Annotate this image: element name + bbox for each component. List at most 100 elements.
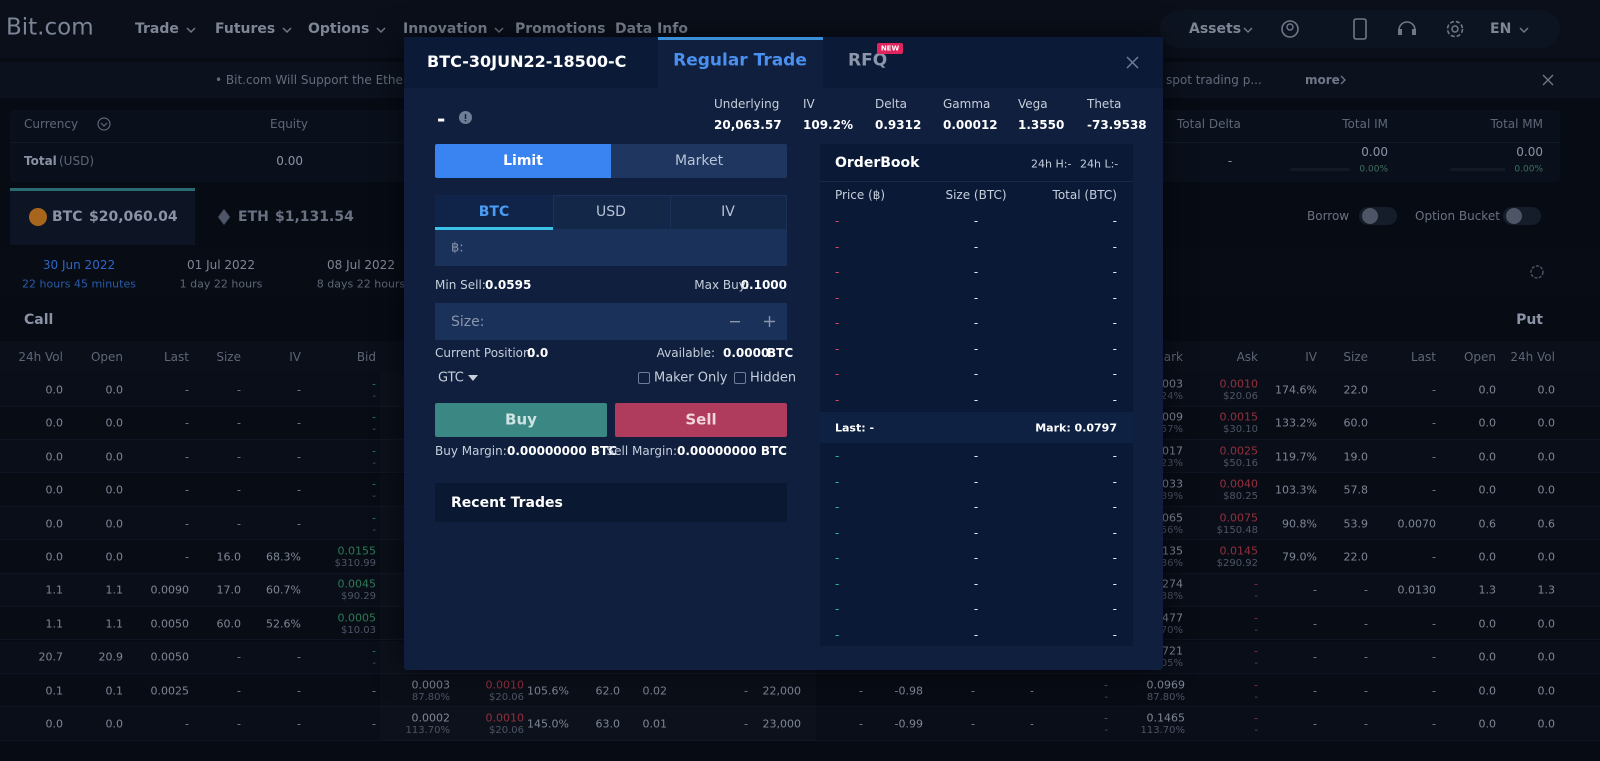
- cell-value: 0.1: [105, 684, 124, 698]
- price-input[interactable]: [435, 230, 787, 266]
- cell-value: 0.02: [642, 684, 668, 698]
- more-link[interactable]: more: [1305, 73, 1340, 87]
- assets-menu[interactable]: Assets: [1189, 21, 1242, 37]
- sell-label[interactable]: Sell: [685, 410, 717, 429]
- size-input[interactable]: [435, 303, 787, 340]
- cell-value: -: [372, 684, 376, 698]
- cell-sub: $20.06: [489, 725, 524, 736]
- margin-label: Buy Margin:: [435, 444, 507, 458]
- cell-value: 0.0010: [485, 678, 525, 692]
- ask-size: -: [973, 392, 979, 407]
- cell-value: -: [372, 644, 376, 658]
- cell-sub: -: [372, 524, 376, 536]
- column-header: Total (BTC): [1052, 188, 1117, 202]
- unit-tab[interactable]: BTC: [478, 204, 510, 220]
- nav-item[interactable]: Options: [308, 21, 370, 37]
- cell-value: -: [1364, 617, 1368, 631]
- cell-value: 0.0: [105, 517, 124, 531]
- checkbox[interactable]: [638, 372, 650, 384]
- bid-size: -: [973, 602, 979, 616]
- language-menu[interactable]: EN: [1490, 21, 1512, 37]
- bid-total: -: [1112, 627, 1117, 642]
- nav-item[interactable]: Trade: [135, 21, 179, 37]
- bid-size: -: [973, 551, 979, 565]
- nav-item[interactable]: Data Info: [615, 21, 688, 37]
- time-in-force[interactable]: GTC: [438, 370, 464, 386]
- tab[interactable]: RFQ: [848, 50, 888, 71]
- column-header: Open: [90, 350, 123, 364]
- expiry-date[interactable]: 30 Jun 2022: [42, 258, 116, 272]
- checkbox[interactable]: [734, 372, 746, 384]
- column-header: Ask: [1236, 350, 1258, 364]
- bid-size: -: [973, 500, 979, 514]
- settings-icon[interactable]: [1445, 19, 1465, 39]
- cell-value: 0.6: [1537, 517, 1556, 531]
- im-value: 0.00: [1361, 145, 1388, 159]
- cell-value: -: [1364, 684, 1368, 698]
- cell-sub: -: [372, 457, 376, 469]
- decrement[interactable]: [730, 321, 740, 323]
- call-heading: Call: [24, 312, 54, 328]
- last-price: -: [437, 107, 446, 131]
- chevron: [282, 27, 292, 34]
- cell-value: 53.9: [1343, 517, 1369, 531]
- margin-label: Sell Margin:: [606, 444, 677, 458]
- currency-symbol[interactable]: ETH: [238, 209, 269, 225]
- ask-total: -: [1112, 316, 1117, 330]
- cell-value: 52.6%: [266, 617, 301, 631]
- tab[interactable]: Regular Trade: [673, 50, 807, 71]
- table-settings[interactable]: [1530, 265, 1544, 279]
- stat-value: -73.9538: [1087, 118, 1147, 132]
- cell-value: 0.0: [105, 416, 124, 430]
- user-icon[interactable]: [1280, 19, 1300, 39]
- ask-total: -: [1112, 265, 1117, 279]
- order-type[interactable]: Limit: [503, 153, 543, 169]
- limit-button[interactable]: [435, 144, 611, 178]
- chevron: [494, 27, 504, 34]
- cell-value: 0.0: [1478, 684, 1497, 698]
- cell-sub: 89%: [1160, 491, 1183, 503]
- stat-label: Gamma: [943, 97, 991, 111]
- total-unit: (USD): [59, 154, 95, 168]
- close-banner[interactable]: [1542, 74, 1554, 86]
- input-label: Size:: [451, 314, 485, 330]
- nav-pill: [1160, 10, 1560, 48]
- tab-active[interactable]: [658, 37, 823, 88]
- buy-label[interactable]: Buy: [505, 410, 537, 429]
- phone-icon[interactable]: [1352, 18, 1368, 40]
- unit-sep: [553, 195, 554, 230]
- new-badge: NEW: [880, 44, 900, 52]
- cell-sub: 113.70%: [1140, 725, 1186, 736]
- cell-value: 19.0: [1343, 450, 1369, 464]
- support-icon[interactable]: [1396, 18, 1418, 40]
- cell-value: -: [1104, 711, 1108, 725]
- increment[interactable]: [764, 316, 775, 327]
- nav-item[interactable]: Innovation: [403, 21, 488, 37]
- cell-value: 003: [1162, 377, 1183, 391]
- unit-tab[interactable]: IV: [721, 204, 735, 220]
- expiry-date[interactable]: 01 Jul 2022: [187, 258, 255, 272]
- orderbook-divider: [820, 181, 1133, 182]
- currency-symbol[interactable]: BTC: [52, 209, 83, 225]
- cell-value: 0.0: [45, 517, 64, 531]
- ask-price: -: [835, 341, 840, 356]
- sell-button[interactable]: [615, 403, 787, 437]
- market-button[interactable]: [611, 144, 787, 178]
- cell-value: -0.98: [894, 684, 923, 698]
- unit-tab-active[interactable]: [435, 195, 553, 230]
- column-header: Size (BTC): [945, 188, 1007, 202]
- unit-tab[interactable]: USD: [596, 204, 626, 220]
- nav-item[interactable]: Promotions: [515, 21, 606, 37]
- column-header: Equity: [270, 117, 308, 131]
- close-modal[interactable]: [1126, 56, 1139, 69]
- expiry-date[interactable]: 08 Jul 2022: [327, 258, 395, 272]
- checkbox-label: Maker Only: [654, 370, 728, 386]
- bid-size: -: [973, 449, 979, 463]
- nav-item[interactable]: Futures: [215, 21, 276, 37]
- stat-label: Underlying: [714, 97, 780, 111]
- buy-button[interactable]: [435, 403, 607, 437]
- cell-sub: 57%: [1160, 424, 1183, 436]
- currency-select[interactable]: [97, 117, 111, 131]
- order-type[interactable]: Market: [674, 153, 724, 169]
- cell-value: 16.0: [216, 550, 242, 564]
